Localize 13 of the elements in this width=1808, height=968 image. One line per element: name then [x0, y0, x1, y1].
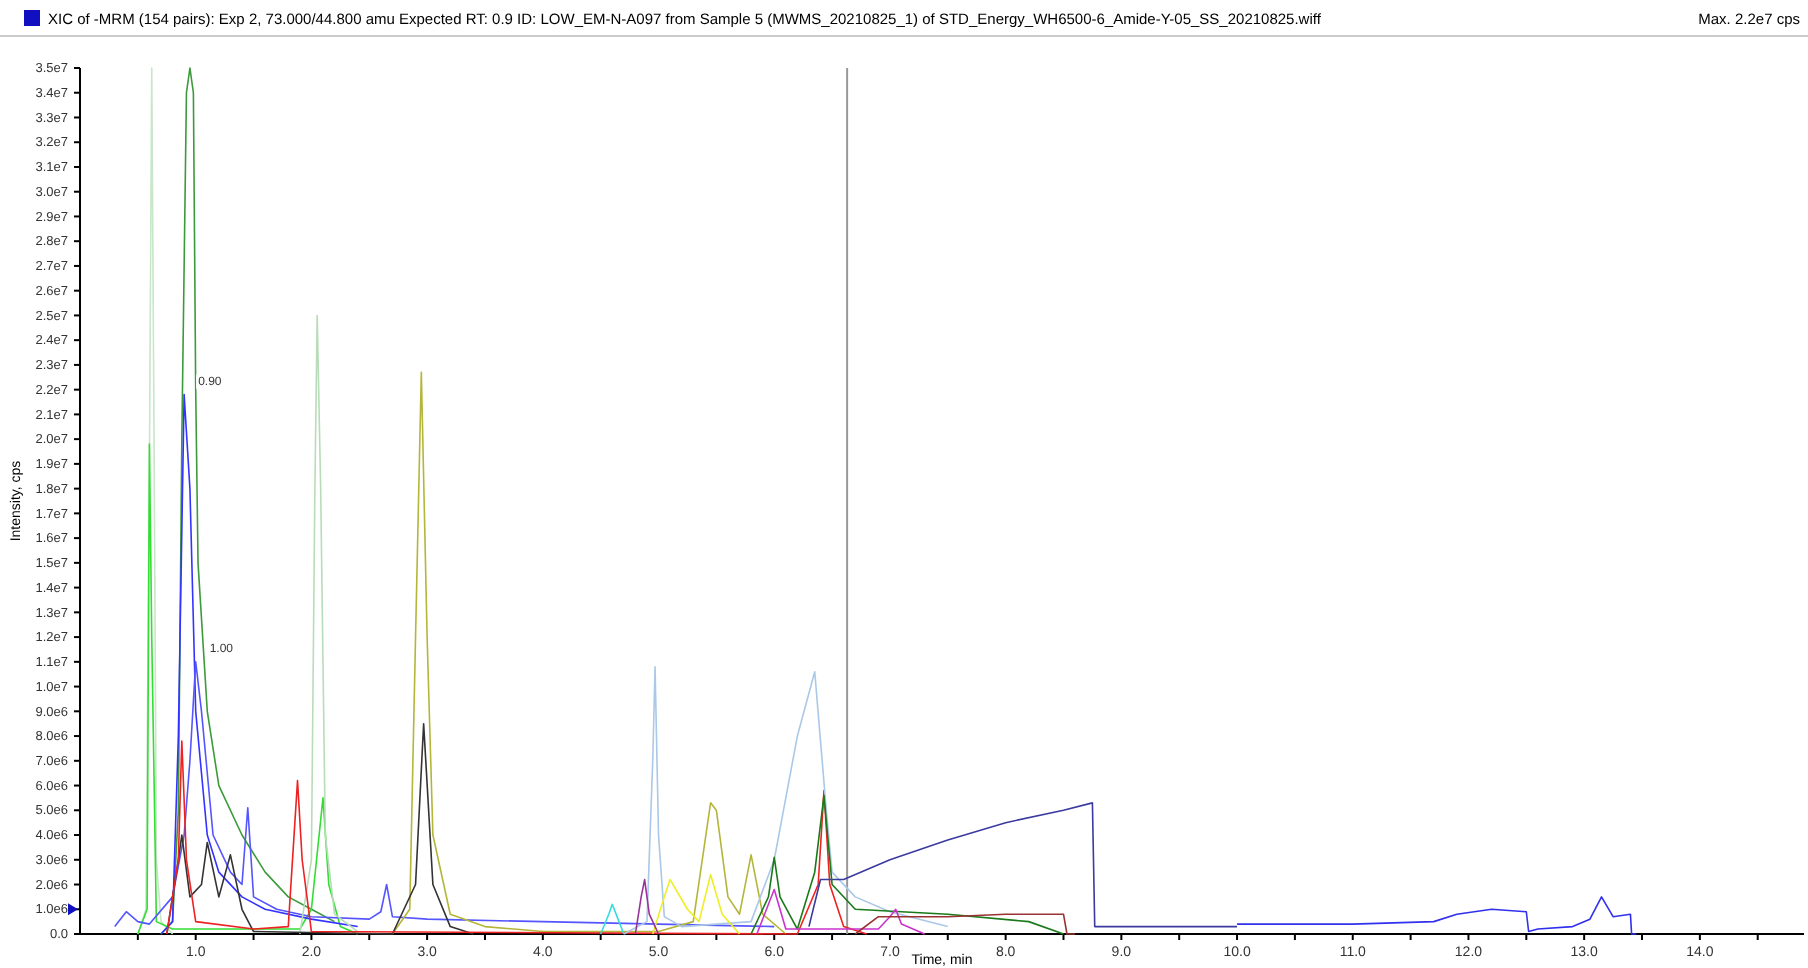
line-series — [750, 794, 1065, 935]
line-series — [623, 665, 949, 935]
line-series — [634, 878, 660, 935]
line-series — [756, 888, 926, 935]
line-series — [113, 661, 776, 928]
line-series — [165, 740, 868, 935]
line-series — [599, 903, 625, 935]
line-series — [391, 371, 787, 935]
line-series — [808, 802, 1238, 928]
line-series — [1236, 896, 1638, 935]
line-series — [651, 873, 741, 935]
line-series — [160, 393, 359, 935]
line-series — [299, 314, 359, 935]
